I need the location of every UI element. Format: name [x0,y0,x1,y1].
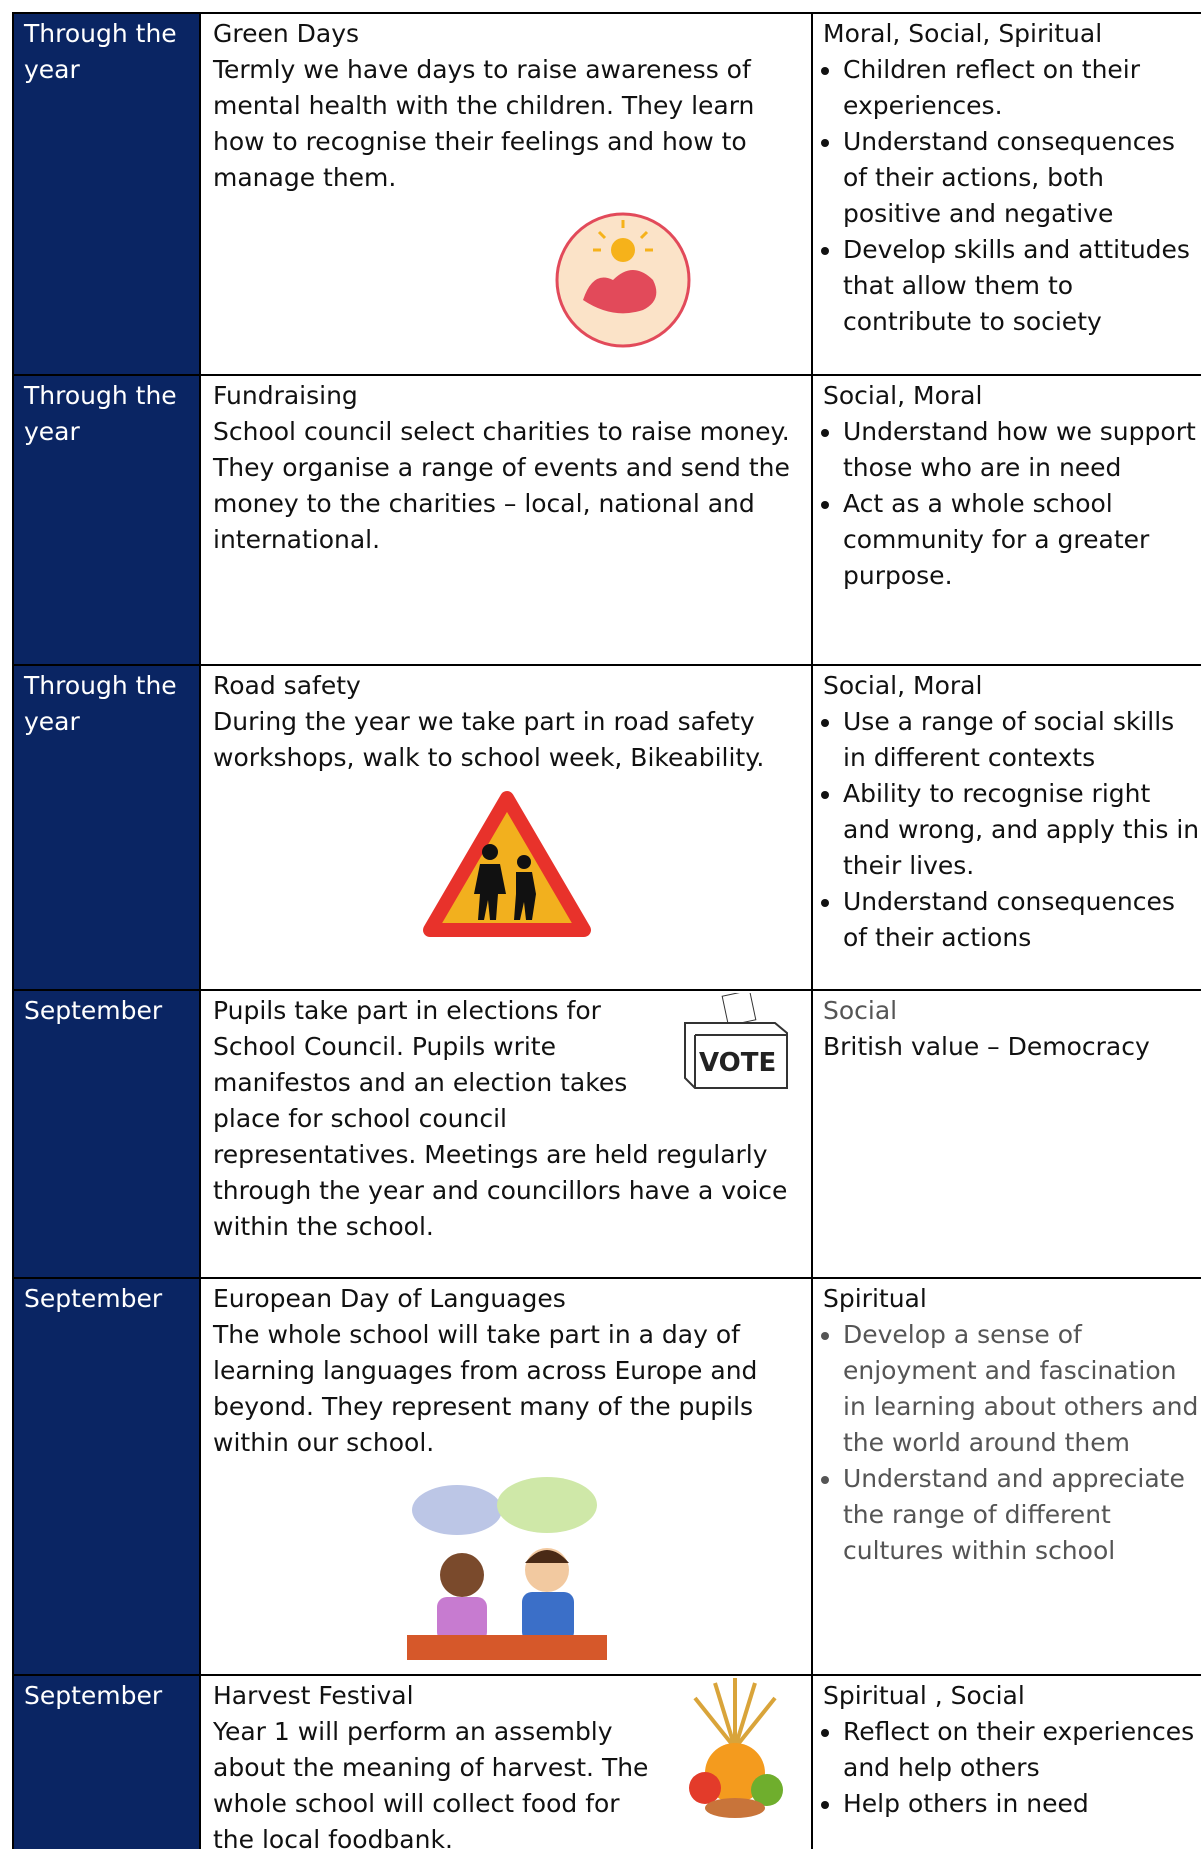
harvest-image [689,1678,783,1818]
values-heading: Moral, Social, Spiritual [823,19,1103,48]
when: September [24,1284,163,1313]
value-point: Understand and appreciate the range of d… [843,1461,1201,1569]
activity-description: Termly we have days to raise awareness o… [213,52,801,196]
when-cell: September [12,1674,201,1849]
description-text: Pupils take part in elections for School… [213,996,788,1241]
value-point: Children reflect on their experiences. [843,52,1201,124]
description-text: The whole school will take part in a day… [213,1320,758,1457]
when-cell: Through the year [12,374,201,666]
values-heading: Spiritual , Social [823,1681,1025,1710]
values-list: Children reflect on their experiences.Un… [823,52,1201,340]
values-cell: Social, Moral Understand how we support t… [811,374,1201,666]
table-row: Through the year Fundraising School counci… [12,374,1201,666]
road-sign [423,791,591,937]
value-point: Help others in need [843,1786,1201,1822]
activity-cell: Road safety During the year we take part … [199,664,813,991]
when-cell: September [12,1277,201,1676]
place2be-logo [555,212,691,348]
activity-cell: Harvest Festival Year 1 will perform an a… [199,1674,813,1849]
when: September [24,1681,163,1710]
activity-cell: Fundraising School council select chariti… [199,374,813,666]
when: Through the year [24,19,177,84]
table-row: Through the year Road safety During the ye… [12,664,1201,991]
table-row: September European Day of Languages The wh… [12,1277,1201,1676]
values-cell: Spiritual Develop a sense of enjoyment an… [811,1277,1201,1676]
activity-description: During the year we take part in road saf… [213,704,801,776]
activity-description: The whole school will take part in a day… [213,1317,801,1461]
activity-title: European Day of Languages [213,1284,566,1313]
value-point: Understand how we support those who are … [843,414,1201,486]
when: Through the year [24,671,177,736]
values-note: British value – Democracy [823,1032,1150,1061]
activity-cell: VOTE Pupils take part in elections for Sc… [199,989,813,1279]
values-heading: Social [823,996,898,1025]
description-text: Termly we have days to raise awareness o… [213,55,755,192]
values-heading: Spiritual [823,1284,927,1313]
values-cell: Social British value – Democracy [811,989,1201,1279]
activity-description: Year 1 will perform an assembly about th… [213,1678,801,1849]
when: Through the year [24,381,177,446]
when-cell: Through the year [12,12,201,376]
values-heading: Social, Moral [823,671,983,700]
table-row: September VOTE Pupils take part in electio… [12,989,1201,1279]
values-list: Use a range of social skills in differen… [823,704,1201,956]
description-text: Year 1 will perform an assembly about th… [213,1717,649,1849]
when-cell: Through the year [12,664,201,991]
values-list: Reflect on their experiences and help ot… [823,1714,1201,1822]
description-text: During the year we take part in road saf… [213,707,765,772]
values-heading: Social, Moral [823,381,983,410]
activity-description: School council select charities to raise… [213,414,801,558]
activity-title: Fundraising [213,381,358,410]
values-cell: Spiritual , Social Reflect on their exper… [811,1674,1201,1849]
activity-description: VOTE Pupils take part in elections for Sc… [213,993,801,1245]
values-cell: Social, Moral Use a range of social skill… [811,664,1201,991]
activity-cell: European Day of Languages The whole schoo… [199,1277,813,1676]
description-text: School council select charities to raise… [213,417,790,554]
activities-table: Through the year Green Days Termly we have… [12,12,1201,1849]
value-point: Develop a sense of enjoyment and fascina… [843,1317,1201,1461]
activity-title: Harvest Festival [213,1681,414,1710]
value-point: Understand consequences of their actions… [843,124,1201,232]
table-row: Through the year Green Days Termly we have… [12,12,1201,376]
value-point: Act as a whole school community for a gr… [843,486,1201,594]
value-point: Develop skills and attitudes that allow … [843,232,1201,340]
values-cell: Moral, Social, Spiritual Children reflect… [811,12,1201,376]
value-point: Understand consequences of their actions [843,884,1201,956]
activity-cell: Green Days Termly we have days to raise a… [199,12,813,376]
when: September [24,996,163,1025]
table-row: September Harvest Festival Year 1 will per… [12,1674,1201,1849]
value-point: Use a range of social skills in differen… [843,704,1201,776]
values-list: Develop a sense of enjoyment and fascina… [823,1317,1201,1569]
activity-title: Green Days [213,19,360,48]
value-point: Reflect on their experiences and help ot… [843,1714,1201,1786]
ballot-box: VOTE [684,993,788,1089]
children-talking [407,1477,607,1660]
value-point: Ability to recognise right and wrong, an… [843,776,1201,884]
svg-text:VOTE: VOTE [699,1048,776,1078]
when-cell: September [12,989,201,1279]
activity-title: Road safety [213,671,361,700]
values-list: Understand how we support those who are … [823,414,1201,594]
